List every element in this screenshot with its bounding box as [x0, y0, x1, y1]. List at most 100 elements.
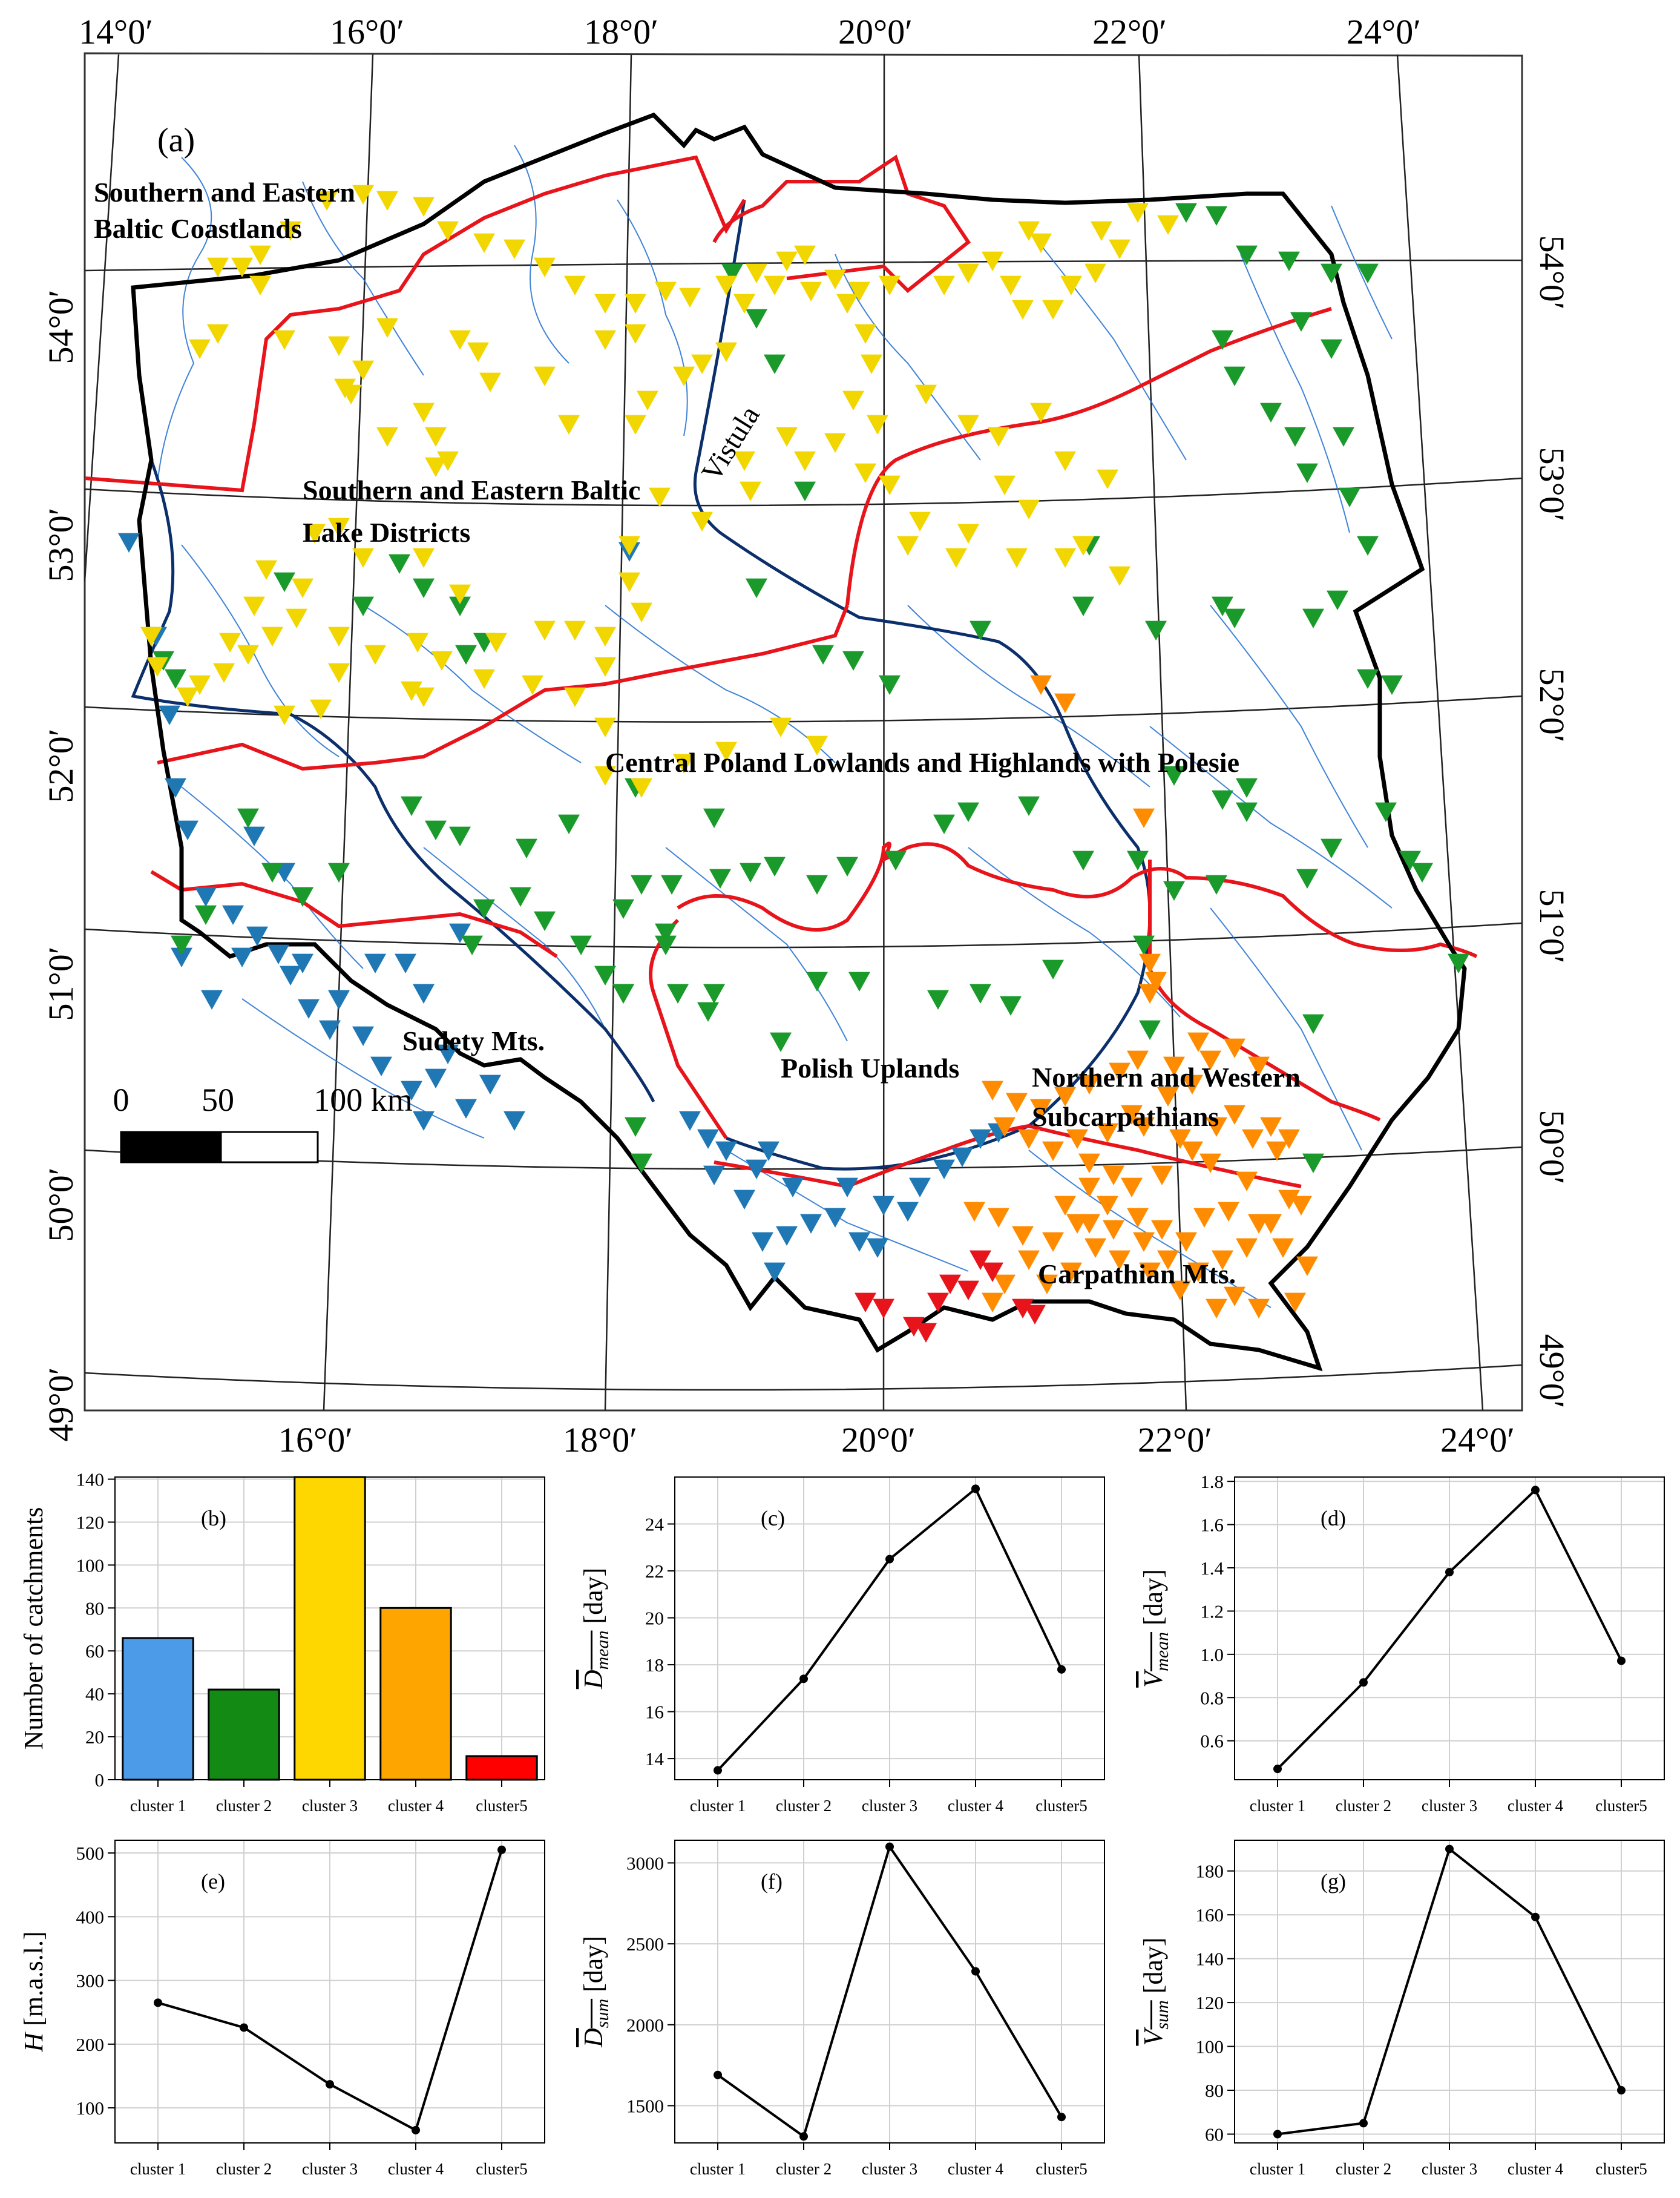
- map-frame: [84, 52, 1523, 1412]
- cluster2-marker: [413, 578, 435, 598]
- cluster1-marker: [370, 1056, 392, 1076]
- cluster3-marker: [842, 390, 864, 410]
- data-point: [1057, 1665, 1066, 1674]
- cluster4-marker: [1006, 1093, 1028, 1113]
- data-point: [240, 2023, 248, 2032]
- lat-label-left-53: 53°0′: [41, 508, 80, 582]
- cluster3-marker: [957, 263, 979, 283]
- cluster2-marker: [165, 669, 186, 689]
- cluster3-marker: [625, 415, 646, 435]
- cluster4-marker: [1145, 972, 1167, 992]
- cluster4-marker: [1224, 1038, 1245, 1058]
- cluster4-marker: [1151, 1220, 1173, 1240]
- cluster3-marker: [988, 427, 1009, 447]
- cluster1-marker: [195, 887, 217, 907]
- cluster1-marker: [292, 953, 313, 973]
- chart-panel-label: (b): [201, 1506, 226, 1530]
- cluster1-marker: [824, 1208, 846, 1228]
- cluster3-marker: [679, 288, 701, 308]
- y-tick-label: 3000: [626, 1852, 664, 1874]
- cluster4-marker: [1030, 675, 1052, 695]
- y-tick-label: 140: [1196, 1949, 1224, 1970]
- lat-label-right-53: 53°0′: [1532, 447, 1572, 522]
- cluster4-marker: [1193, 1208, 1215, 1228]
- cluster2-marker: [1284, 427, 1306, 447]
- cluster2-marker: [1375, 802, 1397, 822]
- cluster4-marker: [1224, 1286, 1245, 1306]
- cluster3-marker: [855, 463, 876, 483]
- x-tick-label: cluster 4: [388, 2160, 444, 2178]
- cluster3-marker: [715, 275, 737, 295]
- cluster1-marker: [504, 1111, 525, 1131]
- y-tick-label: 0.6: [1200, 1731, 1224, 1752]
- cluster3-marker: [715, 342, 737, 362]
- chart-panel-d: 0.6 0.8 1.0 1.2 1.4 1.6 1.8 cluster 1 cluster 2 c…: [1120, 1465, 1679, 1816]
- data-point: [1273, 2130, 1282, 2139]
- cluster4-marker: [994, 1117, 1016, 1137]
- x-tick-label: cluster 3: [302, 2160, 358, 2178]
- cluster3-marker: [328, 627, 350, 647]
- x-tick-label: cluster 2: [776, 2160, 832, 2178]
- cluster4-marker: [1181, 1141, 1203, 1161]
- x-tick-label: cluster 4: [388, 1797, 444, 1815]
- cluster1-marker: [222, 905, 244, 925]
- cluster2-marker: [1399, 851, 1421, 870]
- cluster3-marker: [625, 294, 646, 314]
- cluster4-marker: [1133, 1232, 1155, 1252]
- cluster3-marker: [897, 536, 919, 556]
- cluster3-marker: [836, 294, 858, 314]
- cluster2-marker: [885, 851, 907, 870]
- cluster2-marker: [794, 481, 816, 501]
- cluster2-marker: [455, 645, 477, 665]
- y-tick-label: 60: [85, 1640, 104, 1662]
- cluster1-marker: [764, 1262, 786, 1282]
- cluster2-marker: [1290, 312, 1312, 332]
- cluster2-marker: [1163, 881, 1185, 901]
- y-tick-label: 80: [1205, 2080, 1224, 2101]
- cluster3-marker: [594, 294, 616, 314]
- cluster1-marker: [425, 1068, 447, 1088]
- cluster5-marker: [915, 1323, 937, 1343]
- cluster2-marker: [1139, 1020, 1161, 1040]
- cluster3-marker: [594, 717, 616, 737]
- cluster2-marker: [625, 1117, 646, 1137]
- x-tick-label: cluster 3: [862, 1797, 917, 1815]
- cluster4-marker: [1157, 1250, 1179, 1270]
- x-tick-label: cluster5: [1035, 1797, 1087, 1815]
- cluster2-marker: [1072, 851, 1094, 870]
- data-point: [1531, 1912, 1540, 1921]
- cluster2-marker: [655, 935, 677, 955]
- data-point: [1057, 2113, 1066, 2122]
- y-tick-label: 120: [1196, 1992, 1224, 2013]
- cluster3-marker: [1012, 300, 1034, 320]
- scale-bar: [120, 1131, 319, 1163]
- cluster3-marker: [715, 742, 737, 762]
- region-label-sudety: Sudety Mts.: [402, 1025, 545, 1056]
- cluster1-marker: [118, 533, 140, 553]
- cluster1-marker: [201, 990, 223, 1010]
- data-point: [714, 2070, 722, 2079]
- cluster2-marker: [703, 984, 725, 1004]
- cluster4-marker: [1206, 1117, 1227, 1137]
- cluster3-marker: [776, 251, 798, 271]
- cluster4-marker: [1290, 1196, 1312, 1216]
- bar: [294, 1476, 366, 1781]
- cluster3-marker: [352, 185, 374, 205]
- x-tick-label: cluster 4: [948, 2160, 1004, 2178]
- cluster4-marker: [1018, 1250, 1040, 1270]
- cluster2-marker: [933, 814, 955, 834]
- cluster2-marker: [570, 935, 592, 955]
- bar: [208, 1688, 280, 1781]
- region-label-carpathian: Carpathian Mts.: [1038, 1259, 1236, 1289]
- cluster1-marker: [267, 944, 289, 964]
- cluster1-marker: [782, 1177, 804, 1197]
- chart-e: 100 200 300 400 500 cluster 1 cluster 2 cluster…: [19, 1840, 545, 2178]
- cluster4-marker: [1127, 1050, 1149, 1070]
- cluster2-marker: [1072, 596, 1094, 616]
- y-tick-label: 16: [645, 1702, 664, 1723]
- x-tick-label: cluster 2: [216, 1797, 272, 1815]
- cluster3-marker: [328, 663, 350, 683]
- y-tick-label: 40: [85, 1683, 104, 1705]
- cluster2-marker: [1163, 766, 1185, 786]
- cluster3-marker: [473, 233, 495, 253]
